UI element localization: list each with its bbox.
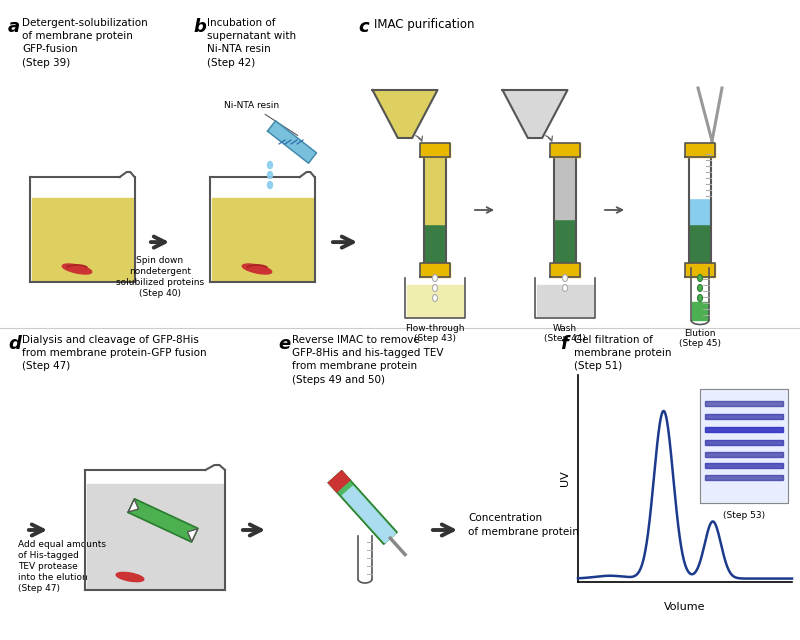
Polygon shape <box>425 225 445 269</box>
Text: c: c <box>358 18 369 36</box>
Text: Spin down
nondetergent
solubilized proteins
(Step 40): Spin down nondetergent solubilized prote… <box>116 256 204 298</box>
Polygon shape <box>328 471 397 544</box>
Polygon shape <box>373 90 438 138</box>
Polygon shape <box>554 150 576 270</box>
Polygon shape <box>550 263 580 277</box>
Polygon shape <box>211 198 313 280</box>
Polygon shape <box>31 198 133 280</box>
Text: Elution
(Step 45): Elution (Step 45) <box>679 329 721 348</box>
Polygon shape <box>420 143 450 157</box>
Text: f: f <box>560 335 568 353</box>
Ellipse shape <box>267 172 273 179</box>
Text: Detergent-solubilization
of membrane protein
GFP-fusion
(Step 39): Detergent-solubilization of membrane pro… <box>22 18 148 68</box>
Polygon shape <box>128 499 138 512</box>
Text: Ni-NTA resin: Ni-NTA resin <box>224 101 298 136</box>
Polygon shape <box>267 121 317 163</box>
Polygon shape <box>705 452 783 457</box>
Polygon shape <box>502 90 567 138</box>
Ellipse shape <box>242 264 272 274</box>
Text: Wash
(Step 44): Wash (Step 44) <box>544 324 586 344</box>
Ellipse shape <box>62 264 92 274</box>
Ellipse shape <box>433 275 438 282</box>
Polygon shape <box>555 220 575 269</box>
Polygon shape <box>690 198 710 224</box>
Polygon shape <box>555 150 575 219</box>
Text: a: a <box>8 18 20 36</box>
Polygon shape <box>689 150 711 270</box>
Ellipse shape <box>698 294 702 301</box>
Polygon shape <box>550 143 580 157</box>
Polygon shape <box>691 268 709 323</box>
Polygon shape <box>705 414 783 419</box>
Polygon shape <box>537 285 593 316</box>
Polygon shape <box>690 150 710 198</box>
Ellipse shape <box>267 161 273 168</box>
Ellipse shape <box>562 275 567 282</box>
Text: IMAC purification: IMAC purification <box>374 18 474 31</box>
Text: Incubation of
supernatant with
Ni-NTA resin
(Step 42): Incubation of supernatant with Ni-NTA re… <box>207 18 296 68</box>
Text: e: e <box>278 335 290 353</box>
Text: Concentration
of membrane protein: Concentration of membrane protein <box>468 513 579 536</box>
Polygon shape <box>87 484 223 588</box>
Ellipse shape <box>116 572 144 582</box>
Polygon shape <box>685 263 715 277</box>
Polygon shape <box>705 401 783 406</box>
Text: UV: UV <box>560 470 570 486</box>
Polygon shape <box>425 150 445 224</box>
Polygon shape <box>342 486 395 543</box>
Polygon shape <box>420 263 450 277</box>
Polygon shape <box>685 143 715 157</box>
Polygon shape <box>700 390 788 503</box>
Text: b: b <box>193 18 206 36</box>
Text: Dialysis and cleavage of GFP-8His
from membrane protein-GFP fusion
(Step 47): Dialysis and cleavage of GFP-8His from m… <box>22 335 206 371</box>
Text: Volume: Volume <box>664 602 706 612</box>
Polygon shape <box>407 285 463 316</box>
Polygon shape <box>690 225 710 269</box>
Text: (Step 53): (Step 53) <box>723 511 765 520</box>
Polygon shape <box>128 499 198 542</box>
Polygon shape <box>705 427 783 432</box>
Polygon shape <box>358 536 372 582</box>
Polygon shape <box>328 471 350 492</box>
Ellipse shape <box>698 275 702 282</box>
Polygon shape <box>187 529 198 541</box>
Polygon shape <box>705 440 783 445</box>
Polygon shape <box>424 150 446 270</box>
Ellipse shape <box>433 294 438 301</box>
Text: Gel filtration of
membrane protein
(Step 51): Gel filtration of membrane protein (Step… <box>574 335 671 371</box>
Polygon shape <box>692 302 708 320</box>
Text: Flow-through
(Step 43): Flow-through (Step 43) <box>406 324 465 344</box>
Text: d: d <box>8 335 21 353</box>
Ellipse shape <box>433 285 438 291</box>
Text: Add equal amounts
of His-tagged
TEV protease
into the elution
(Step 47): Add equal amounts of His-tagged TEV prot… <box>18 540 106 593</box>
Ellipse shape <box>562 285 567 291</box>
Ellipse shape <box>698 285 702 291</box>
Text: Reverse IMAC to remove
GFP-8His and his-tagged TEV
from membrane protein
(Steps : Reverse IMAC to remove GFP-8His and his-… <box>292 335 443 385</box>
Polygon shape <box>705 475 783 479</box>
Polygon shape <box>705 463 783 468</box>
Ellipse shape <box>267 182 273 189</box>
